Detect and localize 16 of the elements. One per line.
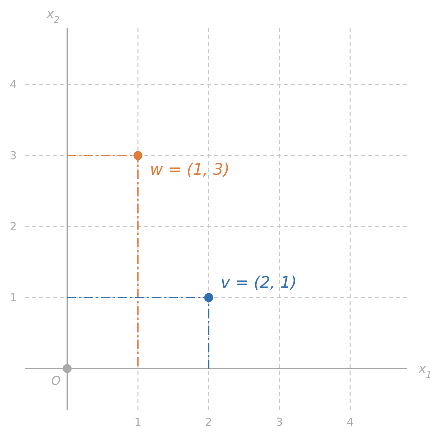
y-tick-label: 3 bbox=[10, 150, 17, 163]
x-tick-label: 2 bbox=[205, 416, 212, 429]
point bbox=[134, 151, 143, 160]
x-tick-label: 3 bbox=[276, 416, 284, 429]
y-axis-title: x$_{2}$ bbox=[46, 7, 60, 26]
point bbox=[62, 364, 72, 374]
annotation: v = (2, 1) bbox=[220, 272, 297, 292]
y-tick-label: 2 bbox=[10, 220, 17, 234]
y-tick-label: 1 bbox=[10, 292, 17, 305]
x-axis-title: x$_{1}$ bbox=[418, 362, 432, 381]
annotation: w = (1, 3) bbox=[150, 160, 230, 179]
y-tick-label: 4 bbox=[10, 78, 17, 92]
point bbox=[204, 293, 214, 302]
x-tick-label: 1 bbox=[134, 416, 142, 429]
annotation: O bbox=[51, 374, 61, 388]
x-tick-label: 4 bbox=[346, 416, 354, 429]
